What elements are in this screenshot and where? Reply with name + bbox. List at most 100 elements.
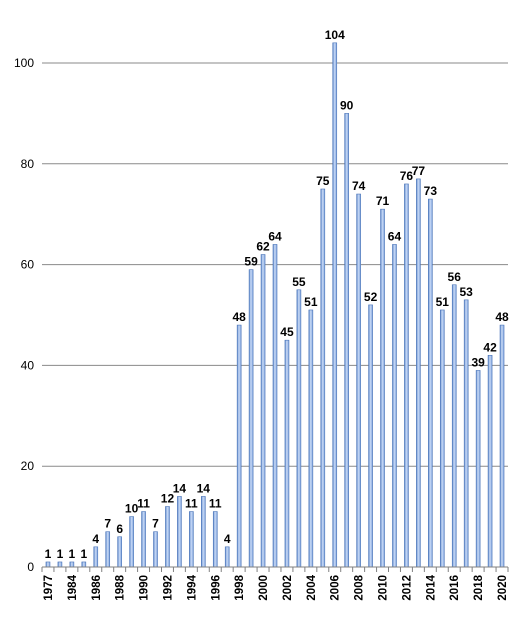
bar [129, 516, 134, 568]
bar [236, 324, 242, 568]
data-label: 1 [69, 547, 76, 561]
data-label: 12 [161, 492, 175, 506]
x-axis [41, 566, 509, 572]
data-label: 53 [459, 285, 473, 299]
bar [117, 536, 122, 568]
x-tick-label: 1977 [43, 575, 55, 601]
bar [487, 355, 493, 568]
x-tick-label: 1988 [115, 574, 127, 600]
x-tick-label: 2006 [330, 575, 342, 601]
bar [332, 42, 338, 568]
bar [463, 299, 469, 568]
x-tick-label: 2002 [282, 575, 294, 601]
data-label: 76 [400, 169, 414, 183]
data-label: 14 [173, 481, 187, 495]
data-label: 64 [388, 229, 402, 243]
bar [404, 183, 409, 568]
bar [165, 506, 170, 568]
bar [177, 496, 182, 568]
data-label: 4 [92, 532, 99, 546]
x-tick-label: 2010 [378, 575, 390, 601]
data-label: 77 [412, 164, 426, 178]
bar [344, 113, 349, 568]
x-tick-label: 1986 [91, 575, 103, 601]
bar [308, 309, 314, 568]
data-label: 71 [376, 194, 390, 208]
x-tick-label: 1990 [139, 575, 151, 601]
bar [428, 198, 433, 568]
data-label: 52 [364, 290, 378, 304]
data-label: 1 [80, 547, 87, 561]
data-label: 56 [448, 270, 462, 284]
data-label: 7 [104, 517, 111, 531]
data-label: 11 [209, 497, 222, 511]
bar [499, 324, 505, 568]
data-label: 39 [471, 355, 485, 369]
bar [272, 244, 278, 568]
y-tick-label: 60 [21, 258, 35, 272]
data-label: 14 [197, 481, 211, 495]
bar [416, 178, 421, 568]
bars [45, 42, 505, 568]
y-tick-label: 0 [27, 560, 34, 574]
bar [296, 289, 302, 568]
bar [212, 511, 218, 568]
bar [284, 339, 290, 568]
x-tick-label: 1994 [186, 574, 198, 600]
data-label: 10 [125, 502, 139, 516]
x-tick-label: 2004 [306, 574, 318, 600]
bar [153, 531, 158, 568]
data-label: 75 [316, 174, 330, 188]
y-tick-label: 100 [14, 56, 34, 70]
data-label: 64 [268, 229, 282, 243]
data-label: 48 [495, 310, 509, 324]
data-label: 90 [340, 98, 354, 112]
x-tick-label: 2000 [258, 575, 270, 601]
x-tick-label: 2014 [425, 574, 437, 600]
bar [224, 546, 230, 568]
bar [141, 511, 146, 568]
bar [356, 193, 361, 568]
bar [451, 284, 457, 568]
data-label: 11 [185, 497, 198, 511]
y-tick-label: 40 [21, 358, 35, 372]
x-tick-label: 2016 [449, 575, 461, 601]
bar [248, 269, 254, 568]
bar [368, 304, 373, 568]
data-label: 7 [152, 517, 159, 531]
data-label: 4 [224, 532, 231, 546]
data-label: 73 [424, 184, 438, 198]
data-label: 1 [57, 547, 64, 561]
bar [105, 531, 111, 568]
data-label: 74 [352, 179, 366, 193]
data-label: 48 [232, 310, 246, 324]
bar [45, 561, 51, 568]
bar [320, 188, 326, 568]
data-labels: 1 1 1 147 6101171214111411448596264455551751… [45, 28, 509, 561]
x-tick-label: 1984 [67, 574, 79, 600]
bar [189, 511, 194, 568]
bar [57, 561, 63, 568]
data-label: 51 [304, 295, 318, 309]
x-tick-label: 2020 [497, 575, 509, 601]
bar [93, 546, 99, 568]
x-tick-label: 2018 [473, 574, 485, 600]
bar [81, 561, 87, 568]
x-tick-label: 2008 [354, 574, 366, 600]
bar [439, 309, 445, 568]
data-label: 55 [292, 275, 306, 289]
bar [69, 561, 75, 568]
y-axis-ticks: 0 20 40 60 80 100 [14, 56, 34, 574]
bar [260, 254, 266, 568]
data-label: 42 [483, 340, 497, 354]
data-label: 1 [45, 547, 52, 561]
x-tick-label: 1998 [234, 574, 246, 600]
x-tick-label: 1992 [162, 575, 174, 601]
data-label: 104 [325, 28, 345, 42]
y-tick-label: 80 [21, 157, 35, 171]
data-label: 51 [436, 295, 450, 309]
x-axis-ticks: 1977 1984 1986 1988 1990 1992 1994 1996 1998 2000… [43, 574, 509, 600]
data-label: 11 [137, 497, 150, 511]
x-tick-label: 2012 [401, 575, 413, 601]
